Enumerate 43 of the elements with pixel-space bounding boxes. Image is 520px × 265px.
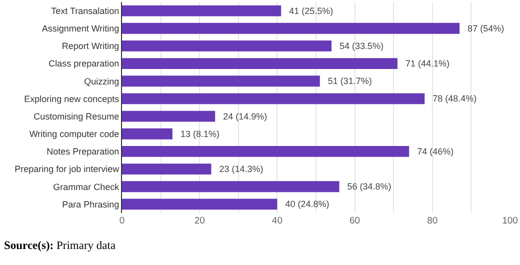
bar <box>122 76 320 87</box>
data-label: 54 (33.5%) <box>334 40 384 51</box>
data-label: 56 (34.8%) <box>342 182 392 192</box>
bar <box>122 146 410 157</box>
y-tick-label: Grammar Check <box>53 182 120 192</box>
bar <box>122 58 398 69</box>
bar <box>122 93 425 104</box>
bar <box>122 164 212 174</box>
data-label: 51 (31.7%) <box>322 76 372 86</box>
y-tick-label: Customising Resume <box>34 111 120 122</box>
bar <box>122 5 282 16</box>
y-tick-label: Writing computer code <box>29 129 120 140</box>
y-tick-label: Para Phrasing <box>62 199 120 210</box>
y-tick-label: Text Transalation <box>51 6 120 16</box>
data-label: 78 (48.4%) <box>428 94 477 104</box>
x-tick-label: 0 <box>119 216 125 226</box>
y-tick-label: Exploring new concepts <box>24 94 120 104</box>
bar <box>122 22 460 34</box>
bar <box>122 198 278 210</box>
y-tick-label: Notes Preparation <box>46 146 120 157</box>
data-label: 24 (14.9%) <box>218 111 268 122</box>
bar <box>122 110 216 122</box>
data-label: 71 (44.1%) <box>400 58 450 69</box>
x-tick-label: 80 <box>427 216 438 226</box>
y-tick-label: Preparing for job interview <box>14 164 120 174</box>
y-tick-label: Class preparation <box>48 58 120 69</box>
data-label: 74 (46%) <box>412 146 454 156</box>
data-label: 40 (24.8%) <box>280 199 330 210</box>
bar <box>122 128 172 140</box>
source-note: Source(s): Primary data <box>4 240 116 252</box>
x-tick-label: 60 <box>350 216 360 226</box>
data-label: 41 (25.5%) <box>284 6 334 16</box>
y-tick-label: Report Writing <box>62 41 120 52</box>
x-tick-label: 100 <box>502 216 518 226</box>
data-label: 23 (14.3%) <box>214 164 264 174</box>
bar <box>122 181 340 192</box>
data-label: 87 (54%) <box>462 23 504 34</box>
bar <box>122 40 332 52</box>
y-tick-label: Assignment Writing <box>42 24 120 34</box>
y-tick-label: Quizzing <box>84 76 120 86</box>
x-tick-label: 20 <box>194 216 205 226</box>
x-tick-label: 40 <box>272 216 282 226</box>
data-label: 13 (8.1%) <box>175 128 220 139</box>
